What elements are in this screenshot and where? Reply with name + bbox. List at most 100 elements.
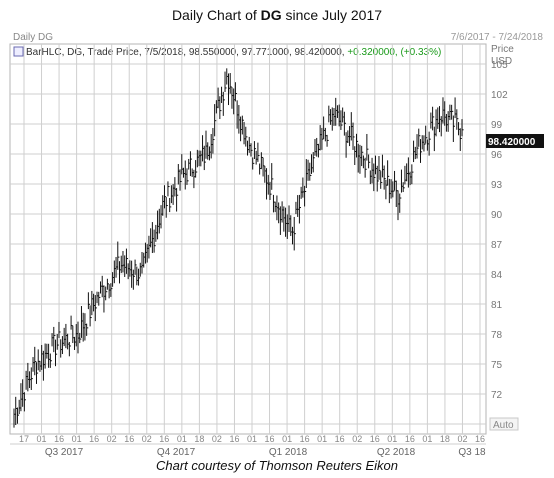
price-bar	[245, 126, 248, 147]
price-bar	[241, 115, 244, 135]
price-bar	[380, 171, 383, 189]
x-tick-label: 18	[440, 434, 450, 444]
price-bar	[163, 185, 167, 209]
price-bar	[392, 181, 395, 198]
price-bar	[416, 134, 419, 159]
price-bar	[399, 193, 402, 213]
x-tick-label: 01	[422, 434, 432, 444]
chart-title: Daily Chart of DG since July 2017	[171, 7, 383, 23]
price-bar	[89, 305, 92, 327]
price-bar	[86, 323, 89, 336]
price-bar	[423, 135, 426, 152]
price-bar	[79, 332, 82, 344]
price-bar	[153, 229, 156, 253]
x-tick-label: 16	[475, 434, 485, 444]
price-bar	[326, 134, 329, 147]
quarter-labels: Q3 2017 Q4 2017 Q1 2018 Q2 2018 Q3 18	[45, 447, 486, 458]
price-bar	[165, 197, 168, 218]
price-bar	[373, 163, 376, 192]
price-bar	[418, 128, 421, 147]
legend-series-icon[interactable]	[13, 46, 24, 57]
y-tick-label: 81	[491, 300, 503, 311]
price-bar	[340, 110, 343, 130]
price-bar	[364, 157, 367, 178]
x-tick-label: 16	[335, 434, 345, 444]
x-tick-label: 01	[72, 434, 82, 444]
price-bar	[34, 346, 37, 376]
x-tick-label: 01	[282, 434, 292, 444]
price-bar	[53, 326, 56, 353]
price-bar	[23, 392, 26, 412]
price-bar	[195, 160, 198, 178]
price-bar	[94, 295, 97, 322]
price-bar	[425, 125, 428, 144]
price-bar	[321, 127, 324, 150]
price-bar	[456, 109, 459, 130]
price-bar	[271, 163, 274, 190]
y-tick-label: 78	[491, 330, 503, 341]
price-bar	[253, 141, 257, 160]
x-tick-label: 01	[317, 434, 327, 444]
x-tick-label: 02	[212, 434, 222, 444]
price-bar	[138, 268, 141, 286]
y-tick-label: 99	[491, 120, 503, 131]
x-tick-label: 01	[387, 434, 397, 444]
price-bar	[376, 165, 379, 192]
x-tick-label: 02	[352, 434, 362, 444]
y-axis: 6972757881848790939699102105	[491, 60, 508, 431]
price-bar	[368, 154, 371, 169]
price-bar	[260, 152, 263, 170]
price-axis-label: Price	[491, 44, 514, 55]
x-tick-label: 01	[177, 434, 187, 444]
quarter-label: Q1 2018	[269, 447, 308, 458]
x-tick-label: 16	[405, 434, 415, 444]
price-bar	[383, 165, 386, 190]
price-bar	[411, 164, 414, 185]
price-bar	[30, 367, 33, 391]
legend-series-text: BarHLC, DG, Trade Price, 7/5/2018, 98.55…	[26, 47, 441, 58]
price-bar	[117, 241, 120, 270]
quarter-label: Q2 2018	[377, 447, 416, 458]
y-tick-label: 72	[491, 390, 503, 401]
price-bar	[16, 407, 20, 424]
price-bar	[293, 216, 296, 251]
price-bar	[304, 185, 307, 207]
x-tick-label: 16	[300, 434, 310, 444]
price-bar	[68, 341, 71, 357]
price-bar	[252, 157, 255, 170]
panel-name: Daily DG	[13, 32, 53, 43]
price-bar	[452, 115, 455, 142]
price-bar	[222, 91, 225, 116]
y-tick-label: 90	[491, 210, 503, 221]
price-bar	[167, 181, 170, 197]
x-tick-label: 16	[159, 434, 169, 444]
price-bar	[402, 182, 405, 193]
price-bar	[224, 71, 227, 92]
last-price-marker	[486, 134, 544, 148]
price-bar	[366, 133, 369, 161]
quarter-label: Q4 2017	[157, 447, 196, 458]
price-bar	[378, 156, 381, 180]
auto-scale-label: Auto	[493, 420, 514, 431]
y-tick-label: 102	[491, 90, 508, 101]
chart-caption: Chart courtesy of Thomson Reuters Eikon	[155, 458, 399, 473]
currency-label: USD	[491, 56, 512, 67]
price-bar	[35, 362, 39, 384]
price-bar	[451, 104, 454, 120]
last-price-label: 98.420000	[488, 137, 536, 148]
price-bar	[189, 151, 193, 177]
y-tick-label: 96	[491, 150, 503, 161]
x-tick-label: 16	[265, 434, 275, 444]
price-bar	[105, 286, 108, 301]
quarter-label: Q3 2017	[45, 447, 84, 458]
price-bar	[459, 128, 462, 151]
x-tick-label: 17	[19, 434, 29, 444]
x-tick-label: 01	[247, 434, 257, 444]
price-bar	[212, 127, 215, 154]
price-bar	[125, 248, 129, 274]
x-tick-label: 02	[107, 434, 117, 444]
price-bar	[169, 197, 172, 213]
auto-scale-button[interactable]	[489, 417, 519, 431]
price-bar	[432, 106, 435, 131]
